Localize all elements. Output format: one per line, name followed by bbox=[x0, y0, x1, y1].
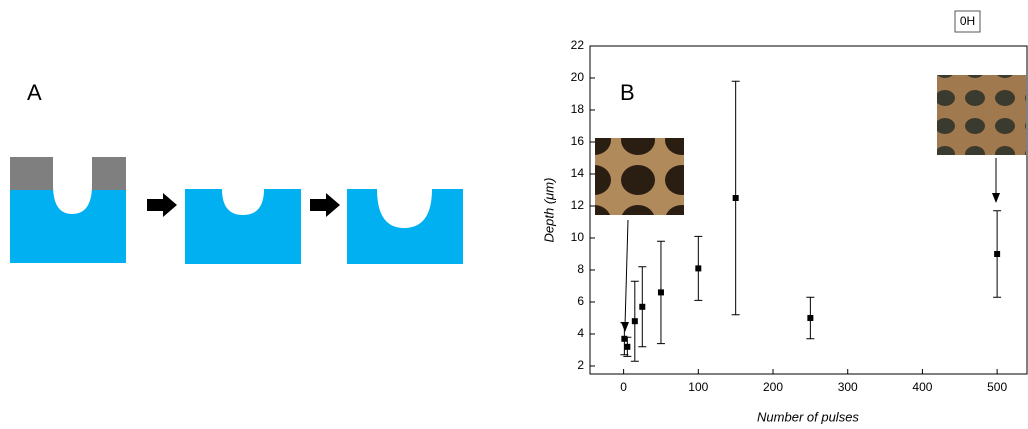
etch-hole bbox=[222, 189, 264, 215]
y-tick-label: 10 bbox=[571, 230, 585, 244]
panel-label: B bbox=[620, 80, 635, 105]
data-point bbox=[631, 318, 638, 325]
panel-label: A bbox=[27, 80, 42, 105]
y-tick-label: 6 bbox=[577, 294, 584, 308]
data-point bbox=[624, 343, 631, 350]
x-tick-label: 400 bbox=[912, 380, 932, 394]
arrowhead bbox=[992, 193, 1000, 203]
inset-arrow bbox=[624, 219, 629, 327]
y-tick-label: 18 bbox=[571, 102, 585, 116]
data-point bbox=[639, 303, 646, 310]
etch-hole bbox=[377, 189, 432, 228]
arrow bbox=[310, 193, 340, 217]
data-point bbox=[621, 335, 628, 342]
x-axis-title: Number of pulses bbox=[757, 409, 859, 424]
x-tick-label: 200 bbox=[763, 380, 783, 394]
label-box bbox=[954, 10, 981, 33]
plot-frame bbox=[589, 45, 1028, 375]
y-tick-label: 4 bbox=[577, 326, 584, 340]
data-point bbox=[807, 315, 814, 321]
data-point bbox=[695, 265, 702, 272]
data-point bbox=[732, 195, 739, 201]
y-tick-label: 14 bbox=[571, 166, 585, 180]
etch-hole bbox=[53, 157, 92, 214]
y-tick-label: 8 bbox=[577, 262, 584, 276]
inset-image bbox=[595, 138, 684, 215]
x-tick-label: 0 bbox=[620, 380, 627, 394]
y-tick-label: 20 bbox=[571, 70, 585, 84]
y-tick-label: 12 bbox=[571, 198, 585, 212]
data-point bbox=[657, 289, 664, 296]
x-tick-label: 300 bbox=[838, 380, 858, 394]
data-point bbox=[994, 251, 1001, 257]
y-axis-title: Depth (μm) bbox=[541, 178, 556, 243]
y-tick-label: 2 bbox=[577, 358, 584, 372]
y-tick-label: 16 bbox=[571, 134, 585, 148]
x-tick-label: 500 bbox=[987, 380, 1007, 394]
y-tick-label: 22 bbox=[571, 38, 585, 52]
inset-image bbox=[937, 75, 1026, 155]
arrowhead bbox=[621, 322, 629, 332]
x-tick-label: 100 bbox=[688, 380, 708, 394]
arrow bbox=[147, 193, 177, 217]
overlay-label: 0H bbox=[960, 14, 975, 28]
plot: B Number of pulses Depth (μm) 2 4 6 8 10 12 14… bbox=[541, 38, 1028, 424]
panel-a: A bbox=[10, 80, 463, 264]
